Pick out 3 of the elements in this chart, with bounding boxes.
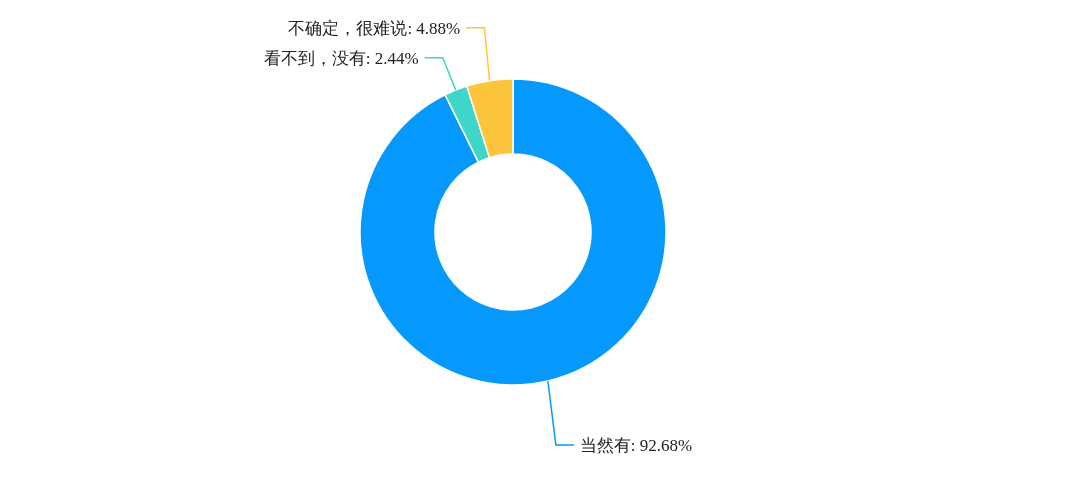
slice-label: 看不到，没有: 2.44% [263, 48, 419, 68]
slice-label: 不确定，很难说: 4.88% [288, 18, 461, 38]
slice-label: 当然有: 92.68% [579, 436, 693, 455]
